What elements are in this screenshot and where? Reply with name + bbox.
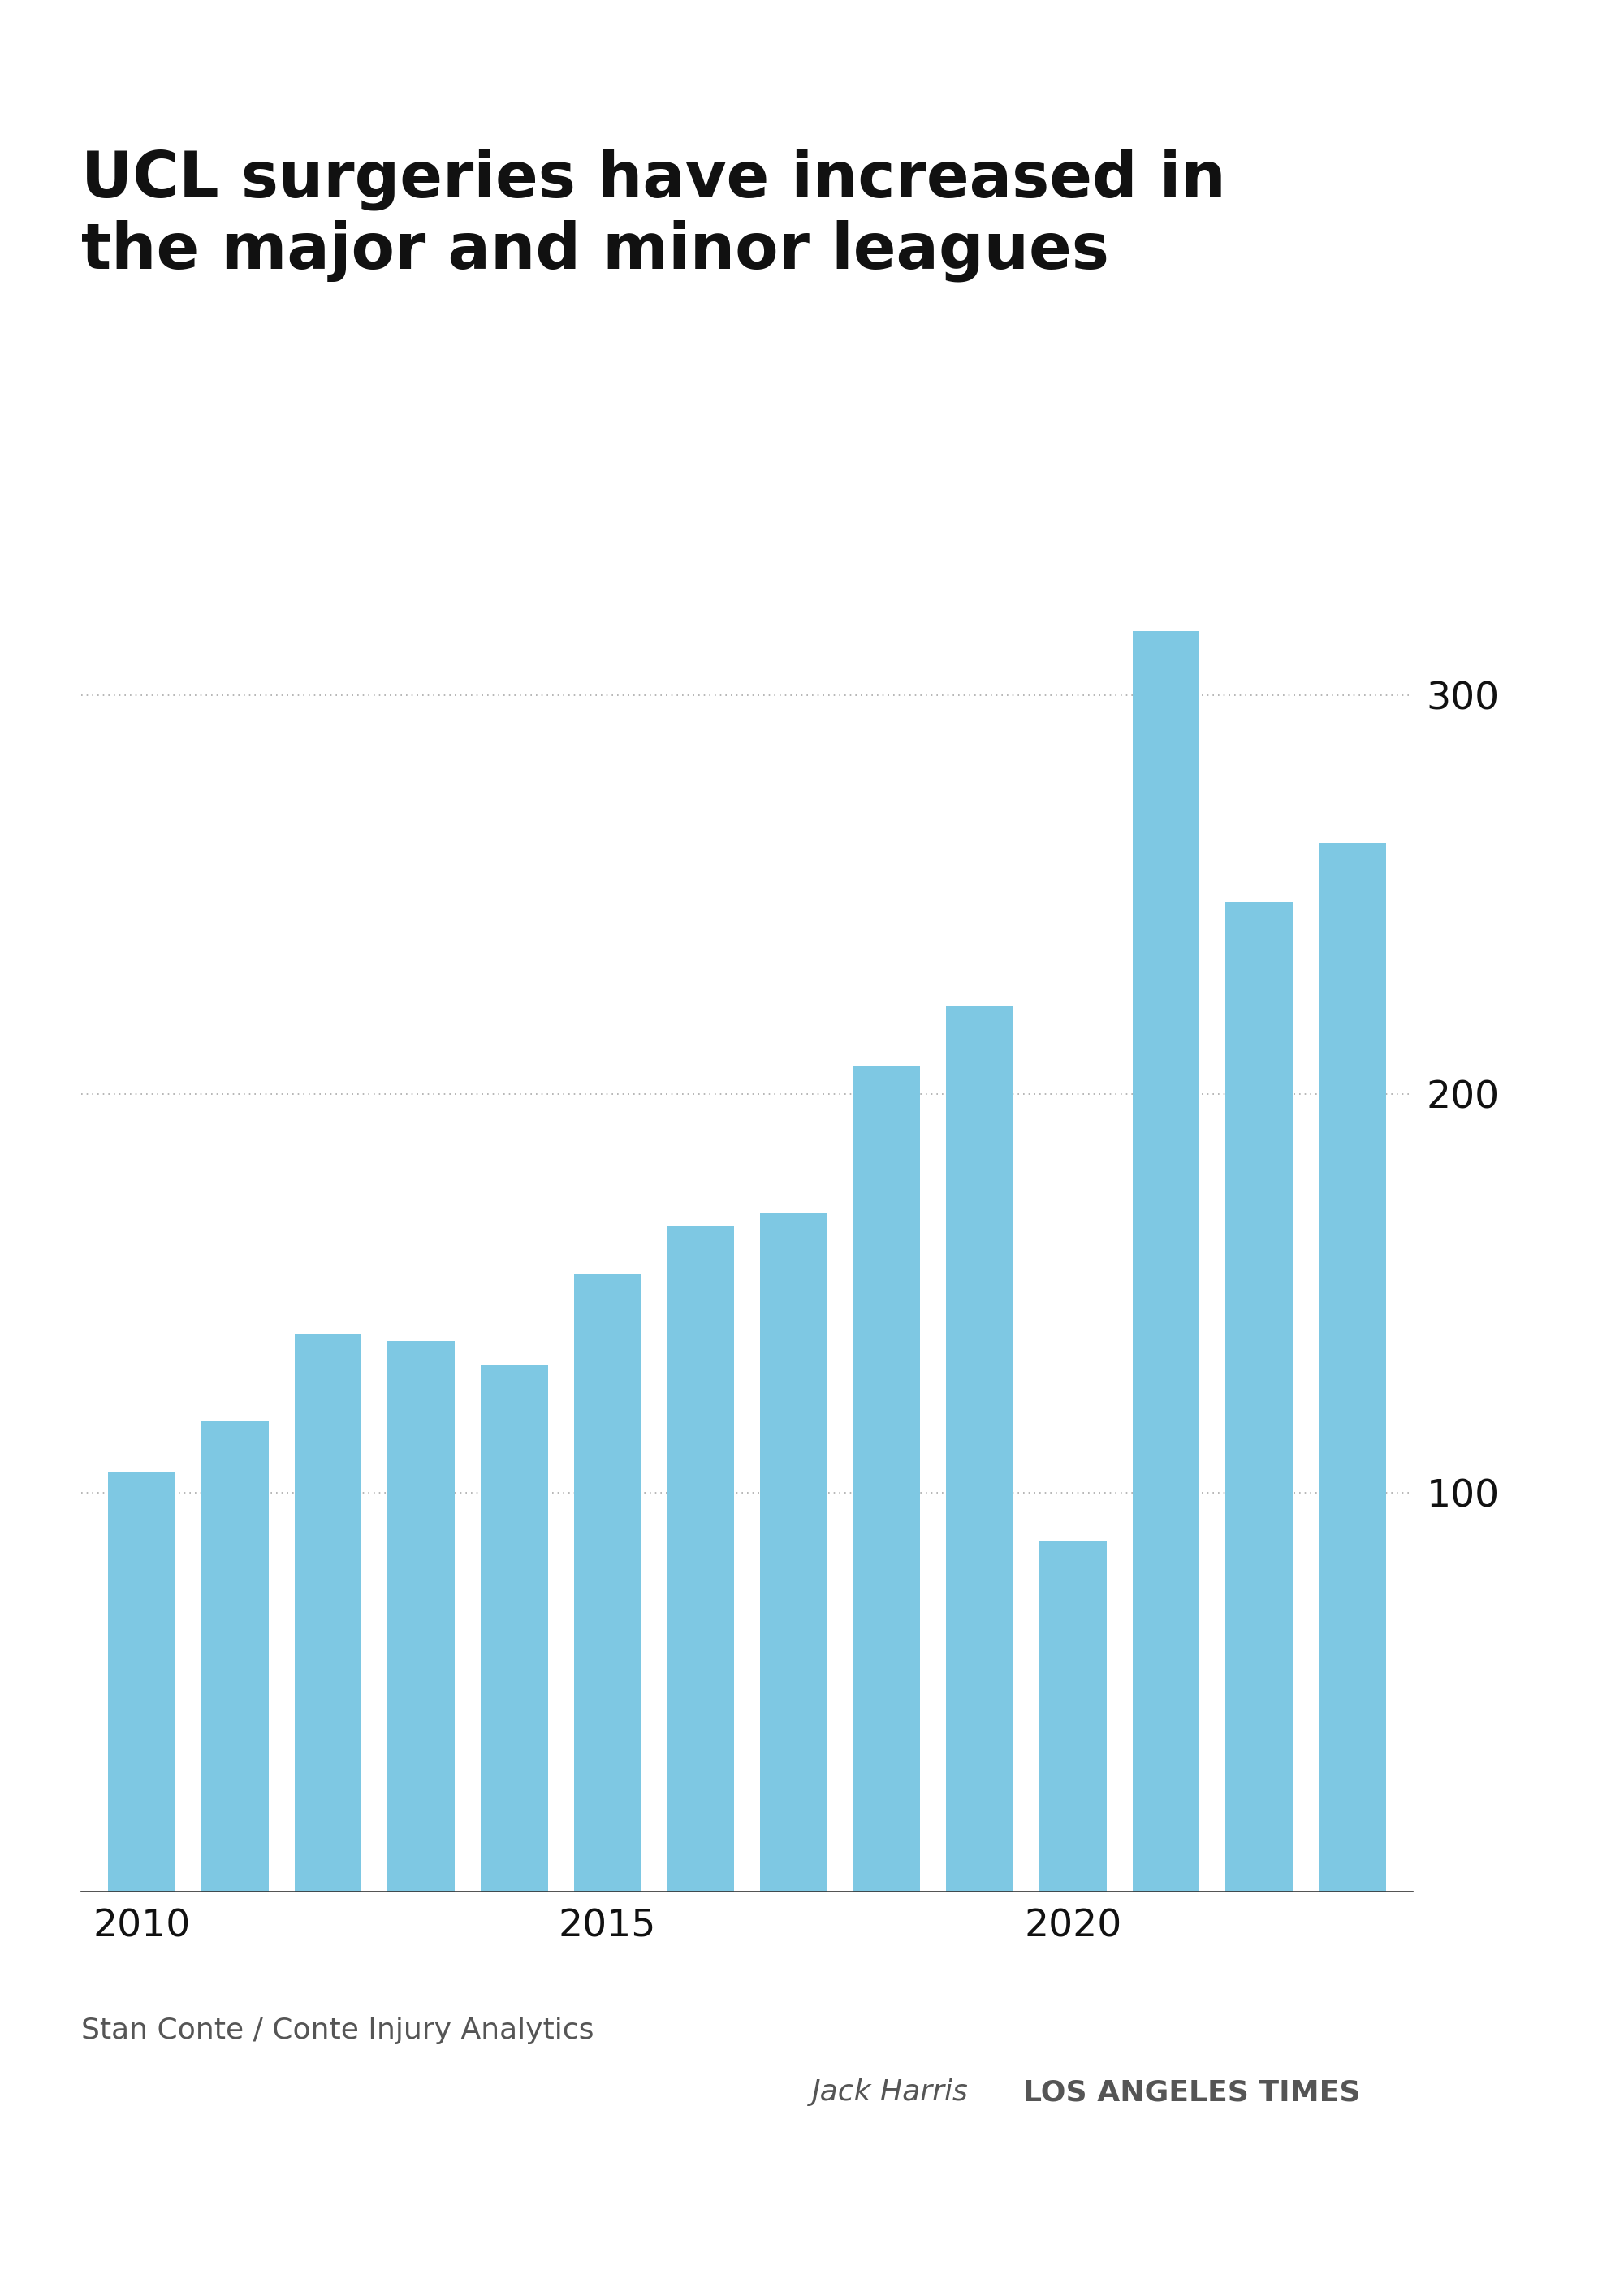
Bar (667, 1226, 734, 1892)
Bar (1319, 843, 1385, 1892)
Bar (1226, 902, 1293, 1892)
Text: LOS ANGELES TIMES: LOS ANGELES TIMES (1023, 2078, 1361, 2106)
Bar (201, 1422, 268, 1892)
Bar (388, 1340, 455, 1892)
Bar (481, 1365, 547, 1892)
Bar (853, 1067, 921, 1892)
Text: Jack Harris: Jack Harris (812, 2078, 968, 2106)
Bar (1039, 1541, 1106, 1892)
Bar (947, 1005, 1013, 1892)
Bar (573, 1274, 641, 1892)
Bar (109, 1472, 175, 1892)
Bar (1132, 631, 1200, 1892)
Text: Stan Conte / Conte Injury Analytics: Stan Conte / Conte Injury Analytics (81, 2017, 594, 2044)
Bar (760, 1212, 827, 1892)
Text: UCL surgeries have increased in
the major and minor leagues: UCL surgeries have increased in the majo… (81, 148, 1226, 283)
Bar (294, 1333, 362, 1892)
